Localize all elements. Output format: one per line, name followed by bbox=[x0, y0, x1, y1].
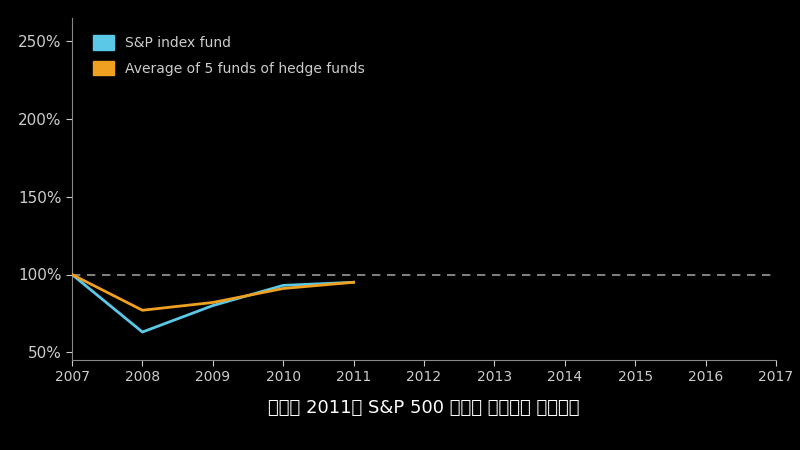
Legend: S&P index fund, Average of 5 funds of hedge funds: S&P index fund, Average of 5 funds of he… bbox=[86, 28, 371, 83]
Text: 하지만 2011년 S&P 500 지수가 반등해서 같아졌죠: 하지만 2011년 S&P 500 지수가 반등해서 같아졌죠 bbox=[268, 399, 580, 417]
